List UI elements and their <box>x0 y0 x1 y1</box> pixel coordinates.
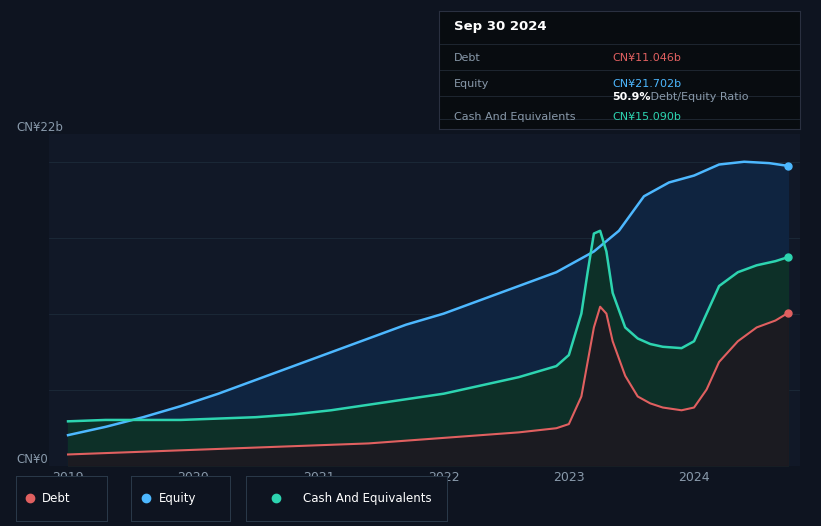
Text: Equity: Equity <box>454 79 489 89</box>
Text: Cash And Equivalents: Cash And Equivalents <box>454 112 576 122</box>
Text: CN¥15.090b: CN¥15.090b <box>612 112 681 122</box>
Text: Debt/Equity Ratio: Debt/Equity Ratio <box>647 92 749 102</box>
Text: CN¥0: CN¥0 <box>16 452 48 466</box>
Text: CN¥11.046b: CN¥11.046b <box>612 53 681 63</box>
Text: CN¥22b: CN¥22b <box>16 121 63 134</box>
Text: 50.9%: 50.9% <box>612 92 651 102</box>
Text: Equity: Equity <box>159 492 196 505</box>
Text: CN¥21.702b: CN¥21.702b <box>612 79 681 89</box>
Point <box>782 161 795 170</box>
Text: Debt: Debt <box>454 53 480 63</box>
Point <box>782 253 795 261</box>
Text: Sep 30 2024: Sep 30 2024 <box>454 20 546 33</box>
Text: Cash And Equivalents: Cash And Equivalents <box>303 492 431 505</box>
Point <box>782 309 795 317</box>
Text: Debt: Debt <box>42 492 71 505</box>
